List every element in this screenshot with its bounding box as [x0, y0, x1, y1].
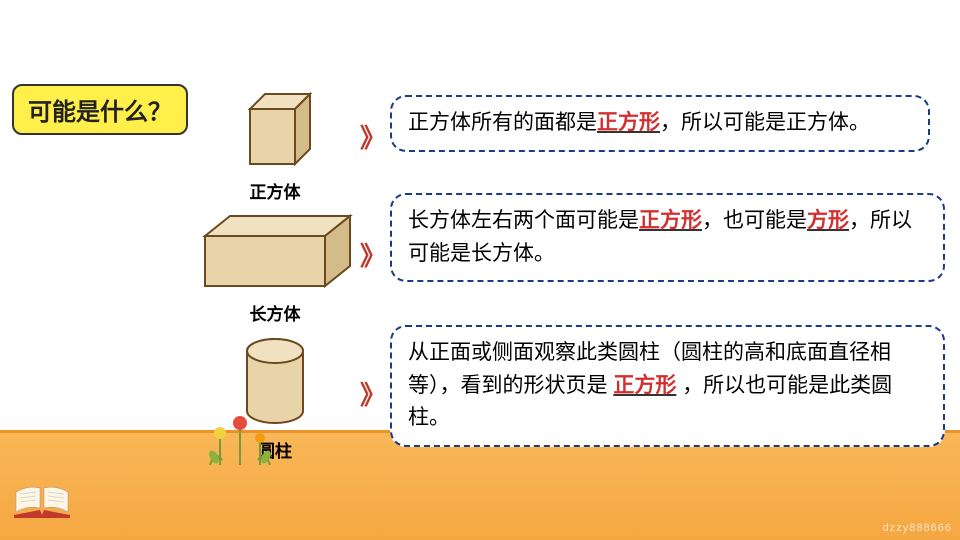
text: 正方体所有的面都是 — [408, 111, 597, 134]
watermark: dzzy888666 — [883, 522, 952, 534]
cuboid-label: 长方体 — [250, 300, 301, 325]
flowers-icon — [200, 415, 290, 465]
shapes-column: 正方体 长方体 圆柱 — [195, 84, 355, 470]
text: 长方体左右两个面可能是 — [408, 209, 639, 232]
cube-block: 正方体 — [230, 84, 320, 203]
book-icon — [12, 480, 72, 520]
cube-icon — [230, 84, 320, 174]
cuboid-block: 长方体 — [195, 211, 355, 325]
highlight-text: 方形 — [807, 209, 849, 232]
cylinder-bubble: 从正面或侧面观察此类圆柱（圆柱的高和底面直径相等），看到的形状页是 正方形 ，所… — [390, 325, 945, 447]
highlight-text: 正方形 — [613, 374, 676, 397]
bullet-icon: 》 — [360, 236, 386, 273]
cuboid-bubble: 长方体左右两个面可能是正方形，也可能是方形，所以可能是长方体。 — [390, 193, 945, 282]
highlight-text: 正方形 — [597, 111, 660, 134]
cube-bubble: 正方体所有的面都是正方形，所以可能是正方体。 — [390, 95, 930, 152]
bullet-icon: 》 — [360, 375, 386, 412]
bullet-icon: 》 — [360, 118, 386, 155]
text: ，所以可能是正方体。 — [660, 111, 870, 134]
cube-label: 正方体 — [250, 178, 301, 203]
cuboid-icon — [195, 211, 355, 296]
highlight-text: 正方形 — [639, 209, 702, 232]
text: ，也可能是 — [702, 209, 807, 232]
title-box: 可能是什么？ — [12, 84, 188, 135]
